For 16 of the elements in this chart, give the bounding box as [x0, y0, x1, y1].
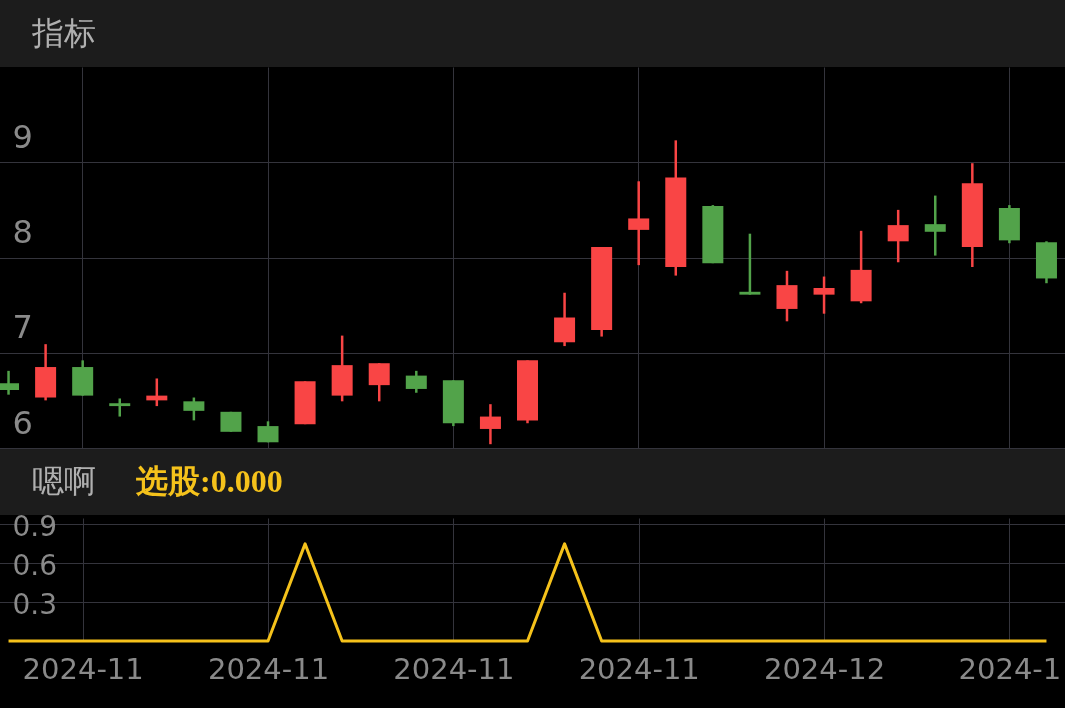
- y-tick-label: 9: [12, 117, 33, 156]
- y-tick-label: 6: [12, 403, 33, 442]
- chart-title: 嗯啊: [32, 461, 96, 502]
- x-tick-label: 2024-11: [393, 651, 515, 686]
- chart-subtitle: 选股:0.000: [136, 462, 283, 501]
- x-tick-label: 2024-12: [763, 651, 886, 686]
- y-tick-label: 0.9: [12, 509, 58, 543]
- chart-title: 指标: [32, 12, 96, 54]
- y-tick-label: 7: [12, 308, 33, 347]
- x-tick-label: 2024-11: [22, 651, 144, 686]
- x-tick-label: 2024-11: [578, 651, 700, 686]
- x-tick-label: 2024-1: [958, 651, 1062, 686]
- x-tick-label: 2024-11: [207, 651, 330, 686]
- y-tick-label: 0.6: [12, 548, 58, 582]
- y-tick-label: 8: [12, 213, 33, 251]
- y-tick-label: 0.3: [12, 587, 58, 621]
